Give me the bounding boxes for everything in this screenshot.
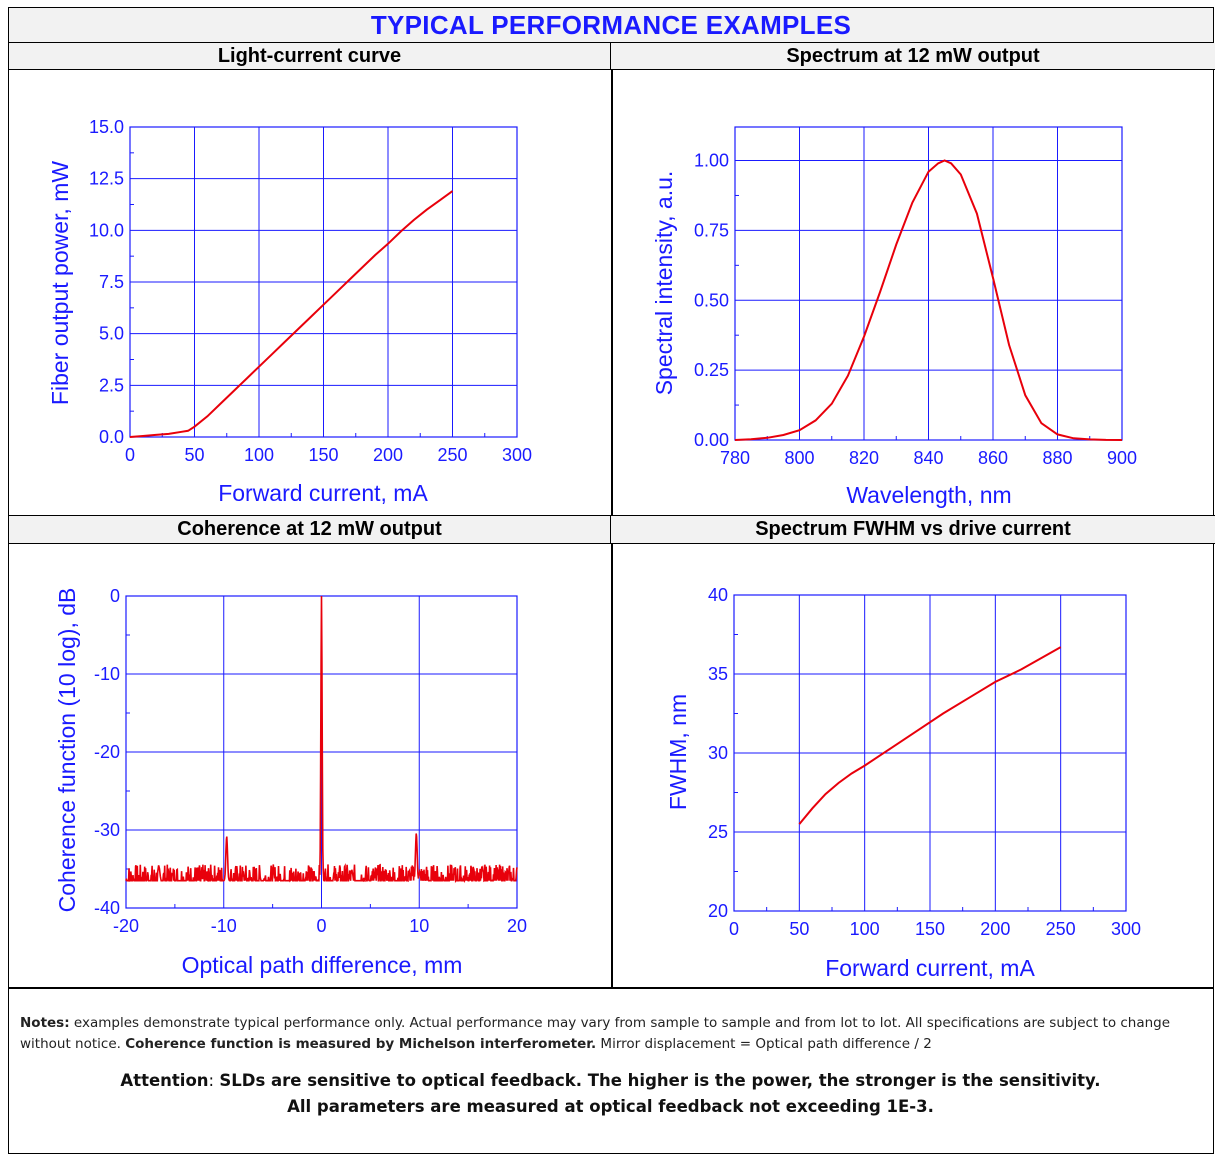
attention-label: Attention [120,1071,209,1090]
page-title-bar: TYPICAL PERFORMANCE EXAMPLES [9,8,1213,43]
series-line [129,190,454,438]
x-tick-label: 880 [1042,448,1072,468]
attention-text-2: All parameters are measured at optical f… [287,1097,934,1116]
chart-header-fwhm: Spectrum FWHM vs drive current [611,515,1215,544]
y-tick-label: 0.25 [694,360,729,380]
x-tick-label: 150 [915,919,945,939]
page-title: TYPICAL PERFORMANCE EXAMPLES [370,10,852,40]
x-tick-label: 900 [1107,448,1137,468]
notes-text-1: examples demonstrate typical performance… [20,1015,1171,1052]
y-tick-label: 5.0 [99,324,124,344]
y-axis-label: Spectral intensity, a.u. [651,171,677,396]
x-tick-label: 250 [1046,919,1076,939]
x-tick-label: 20 [507,916,527,936]
y-tick-label: 1.00 [694,151,729,171]
x-tick-label: 0 [125,445,135,465]
x-tick-label: 780 [720,448,750,468]
x-tick-label: 50 [789,919,809,939]
x-axis-label: Wavelength, nm [846,482,1011,508]
y-tick-label: 0 [110,586,120,606]
x-tick-label: 200 [980,919,1010,939]
notes-paragraph: Notes: examples demonstrate typical perf… [20,1013,1208,1055]
x-tick-label: 0 [316,916,326,936]
x-tick-label: 820 [849,448,879,468]
x-tick-label: -10 [211,916,237,936]
charts-bottom-rule [9,987,1213,989]
notes-bold-text: Coherence function is measured by Michel… [125,1036,597,1052]
x-tick-label: 300 [1111,919,1141,939]
y-tick-label: -40 [94,898,120,918]
x-tick-label: 860 [978,448,1008,468]
chart-2-group: -20 -10 0 10 20 -40 -30 -20 -10 0 Optical path dif… [54,586,527,978]
notes-text-2: Mirror displacement = Optical path diffe… [596,1036,932,1052]
x-tick-label: 250 [437,445,467,465]
y-tick-label: 35 [708,664,728,684]
x-axis-label: Forward current, mA [825,955,1035,981]
y-tick-label: 12.5 [89,169,124,189]
x-tick-label: 200 [373,445,403,465]
cell-divider-bottom [611,544,613,988]
x-tick-label: 10 [409,916,429,936]
chart-0-group: 0 50 100 150 200 250 300 0.0 2.5 5.0 7.5 10.0 12.5 15… [47,117,532,506]
datasheet-panel: TYPICAL PERFORMANCE EXAMPLES Light-curre… [8,7,1215,1154]
chart-1-group: 780 800 820 840 860 880 900 0.00 0.25 0.50 0.75 1.0… [651,126,1137,508]
x-axis-label: Forward current, mA [218,480,428,506]
attention-line-2: All parameters are measured at optical f… [0,1097,1221,1116]
y-tick-label: 10.0 [89,220,124,240]
x-tick-label: 0 [729,919,739,939]
y-tick-label: 15.0 [89,117,124,137]
x-tick-label: 150 [308,445,338,465]
y-tick-label: 40 [708,585,728,605]
cell-divider-top [611,70,613,515]
y-tick-label: 2.5 [99,375,124,395]
x-axis-label: Optical path difference, mm [182,952,463,978]
attention-line-1: Attention: SLDs are sensitive to optical… [0,1071,1221,1090]
y-tick-label: -20 [94,742,120,762]
x-tick-label: 800 [784,448,814,468]
y-tick-label: 20 [708,901,728,921]
y-tick-label: 0.50 [694,290,729,310]
coherence-trace [125,595,518,884]
x-tick-label: 300 [502,445,532,465]
x-tick-label: 50 [184,445,204,465]
y-tick-label: -30 [94,820,120,840]
y-axis-label: Fiber output power, mW [47,161,73,405]
plot-frame [129,126,518,438]
y-axis-label: Coherence function (10 log), dB [54,588,80,913]
x-tick-label: 100 [244,445,274,465]
x-tick-label: -20 [113,916,139,936]
y-tick-label: 7.5 [99,272,124,292]
chart-header-coherence: Coherence at 12 mW output [9,515,611,544]
y-axis-label: FWHM, nm [665,694,691,810]
x-tick-label: 840 [913,448,943,468]
chart-header-light-current: Light-current curve [9,43,611,70]
y-tick-label: 25 [708,822,728,842]
y-tick-label: 0.0 [99,427,124,447]
series-line [798,646,1062,825]
notes-label: Notes: [20,1015,70,1031]
attention-text-1: SLDs are sensitive to optical feedback. … [219,1071,1101,1090]
series-line [734,159,1123,441]
y-tick-label: -10 [94,664,120,684]
y-tick-label: 0.75 [694,220,729,240]
y-tick-label: 30 [708,743,728,763]
chart-3-group: 0 50 100 150 200 250 300 20 25 30 35 40 Forward curr… [665,585,1141,981]
plot-frame [734,126,1123,441]
attention-separator: : [208,1071,220,1090]
x-tick-label: 100 [850,919,880,939]
chart-header-spectrum: Spectrum at 12 mW output [611,43,1215,70]
plot-frame [733,594,1127,912]
y-tick-label: 0.00 [694,430,729,450]
